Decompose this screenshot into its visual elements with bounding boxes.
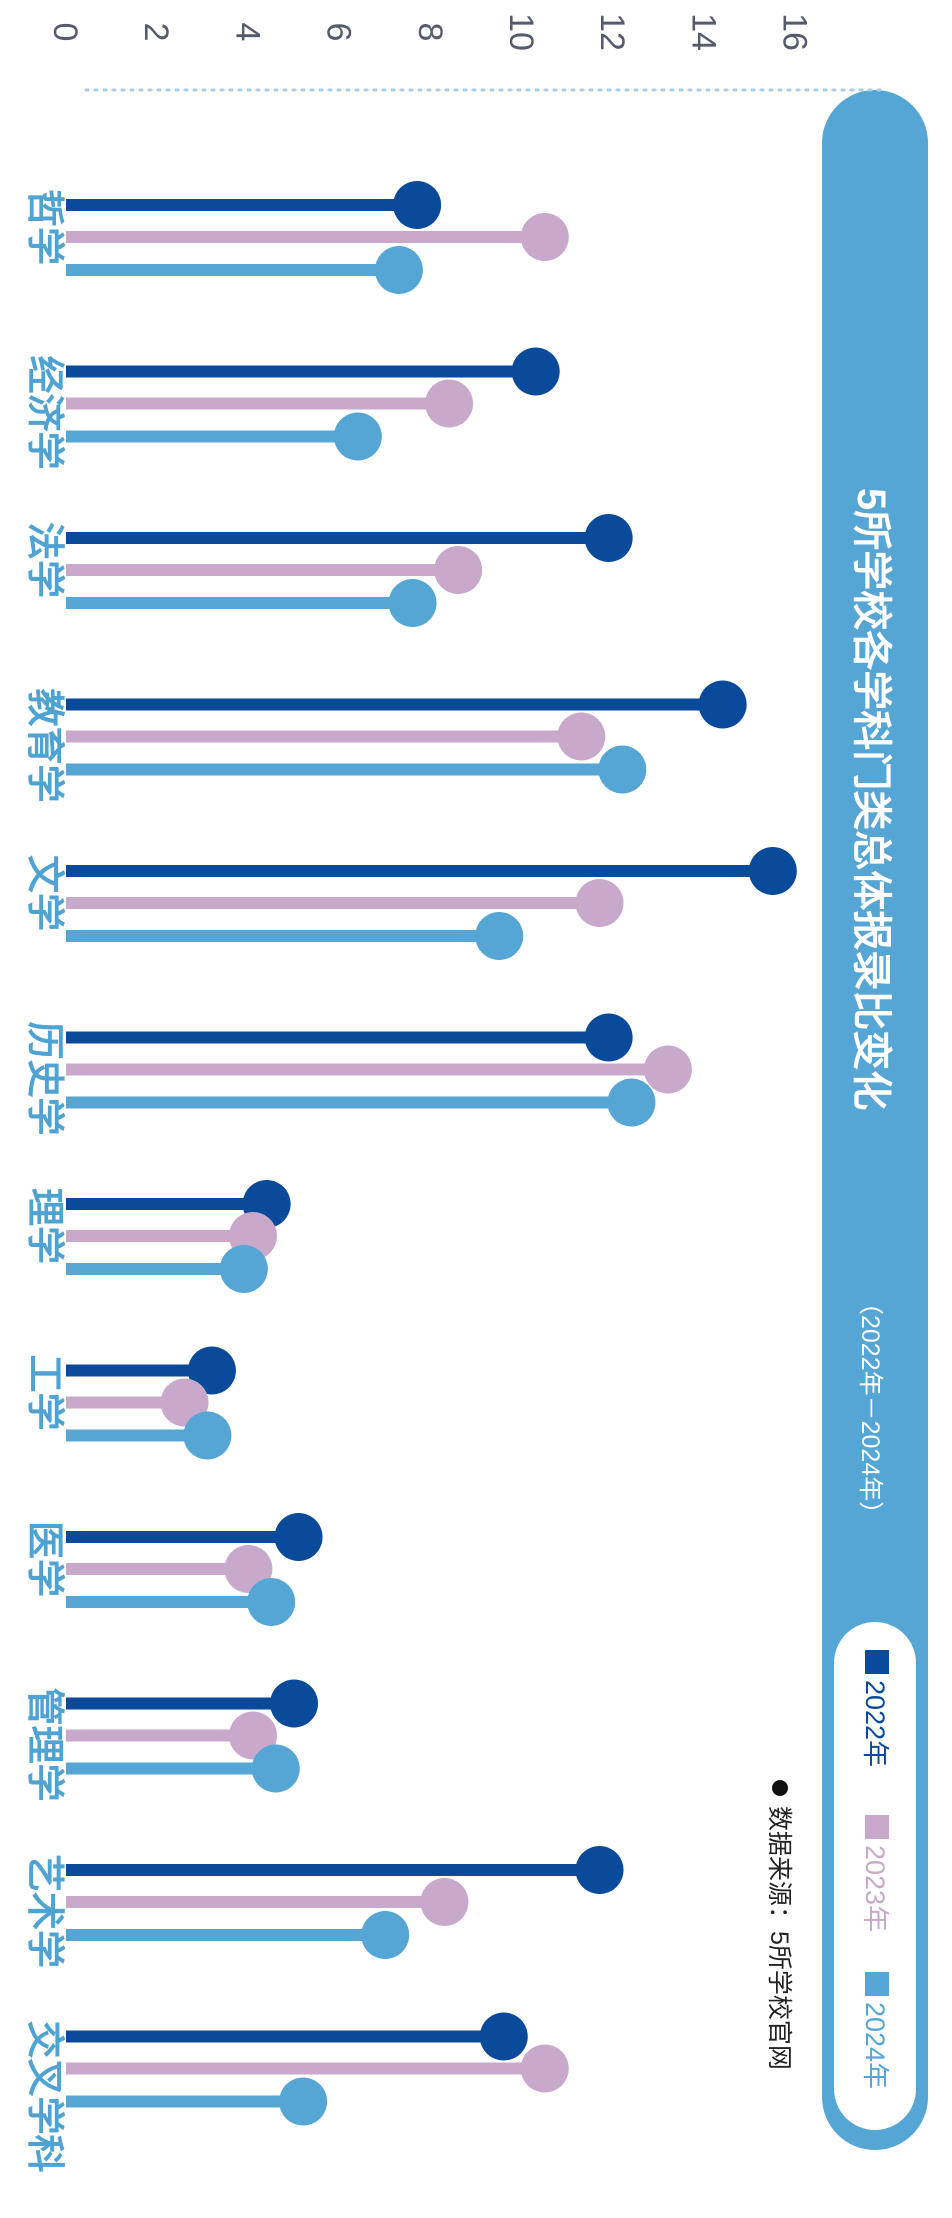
axis-tick-label: 4 bbox=[228, 23, 266, 42]
source-text: 数据来源：5所学校官网 bbox=[765, 1806, 793, 2070]
category-group bbox=[66, 1013, 692, 1127]
category-group bbox=[66, 2012, 569, 2126]
legend-label: 2023年 bbox=[860, 1845, 890, 1932]
category-group bbox=[66, 1513, 323, 1626]
lollipop-head bbox=[333, 412, 382, 461]
lollipop-head bbox=[575, 879, 624, 927]
chart-title: 5所学校各学科门类总体报录比变化 bbox=[849, 488, 893, 1110]
category-label: 理学 bbox=[23, 1188, 66, 1264]
category-label: 管理学 bbox=[23, 1688, 66, 1802]
lollipop-head bbox=[511, 347, 560, 396]
category-label: 法学 bbox=[23, 522, 66, 598]
lollipop-head bbox=[607, 1078, 656, 1127]
legend-pill bbox=[834, 1622, 916, 2130]
lollipop-head bbox=[520, 2044, 569, 2093]
lollipop-head bbox=[479, 2012, 528, 2061]
category-label: 艺术学 bbox=[23, 1854, 66, 1968]
lollipop-head bbox=[420, 1878, 469, 1926]
lollipop-head bbox=[183, 1411, 232, 1460]
legend-swatch bbox=[865, 1815, 889, 1839]
category-label: 工学 bbox=[23, 1355, 66, 1431]
lollipop-head bbox=[575, 1846, 624, 1894]
lollipop-head bbox=[393, 181, 442, 229]
legend-swatch bbox=[865, 1972, 889, 1996]
source-bullet-icon bbox=[772, 1780, 788, 1796]
lollipop-head bbox=[434, 546, 483, 594]
lollipop-head bbox=[187, 1346, 236, 1395]
category-group bbox=[66, 1180, 291, 1293]
category-group bbox=[66, 1679, 318, 1793]
category-label: 经济学 bbox=[23, 356, 66, 470]
axis-tick-label: 10 bbox=[502, 13, 540, 51]
lollipop-head bbox=[361, 1911, 410, 1959]
category-group bbox=[66, 181, 569, 294]
category-group bbox=[66, 847, 797, 960]
category-group bbox=[66, 1846, 624, 1959]
category-label: 历史学 bbox=[23, 1022, 66, 1136]
legend-label: 2022年 bbox=[860, 1680, 890, 1767]
axis-tick-label: 16 bbox=[776, 13, 814, 51]
lollipop-head bbox=[584, 514, 633, 562]
rotated-chart-group: 5所学校各学科门类总体报录比变化 （2022年－2024年） 0 2 4 6 8 10 12… bbox=[23, 13, 928, 2173]
lollipop-head bbox=[598, 745, 647, 794]
lollipop-head bbox=[251, 1744, 300, 1793]
category-label: 交叉学科 bbox=[23, 2021, 66, 2173]
lollipop-head bbox=[274, 1513, 323, 1561]
lollipop-head bbox=[520, 213, 569, 261]
legend: 2022年 2023年 2024年 bbox=[860, 1650, 890, 2089]
lollipop-head bbox=[557, 712, 606, 761]
lollipop-marks bbox=[66, 181, 797, 2126]
title-banner: 5所学校各学科门类总体报录比变化 （2022年－2024年） bbox=[822, 90, 928, 2150]
lollipop-head bbox=[388, 579, 437, 627]
category-label: 医学 bbox=[23, 1521, 66, 1597]
category-group bbox=[66, 680, 747, 794]
category-label: 哲学 bbox=[23, 189, 66, 265]
axis-tick-label: 14 bbox=[684, 13, 722, 51]
axis-tick-label: 8 bbox=[411, 23, 449, 42]
lollipop-head bbox=[247, 1578, 296, 1626]
legend-swatch bbox=[865, 1650, 889, 1674]
category-group bbox=[66, 347, 560, 461]
axis-tick-labels: 0 2 4 6 8 10 12 14 16 bbox=[46, 13, 814, 51]
category-label: 教育学 bbox=[23, 689, 66, 803]
lollipop-head bbox=[698, 680, 747, 729]
axis-tick-label: 0 bbox=[46, 23, 84, 42]
legend-label: 2024年 bbox=[860, 2002, 890, 2089]
axis-tick-label: 12 bbox=[593, 13, 631, 51]
lollipop-head bbox=[279, 2077, 328, 2126]
lollipop-head bbox=[748, 847, 797, 895]
category-group bbox=[66, 514, 633, 627]
lollipop-head bbox=[425, 379, 474, 428]
lollipop-head bbox=[374, 246, 423, 294]
axis-tick-label: 6 bbox=[320, 23, 358, 42]
lollipop-head bbox=[219, 1245, 268, 1293]
axis-tick-label: 2 bbox=[137, 23, 175, 42]
data-source-note: 数据来源：5所学校官网 bbox=[765, 1780, 793, 2070]
chart-subtitle: （2022年－2024年） bbox=[856, 1290, 884, 1526]
lollipop-head bbox=[584, 1013, 633, 1062]
category-group bbox=[66, 1346, 236, 1460]
lollipop-head bbox=[270, 1679, 318, 1728]
lollipop-head bbox=[643, 1045, 692, 1094]
category-label: 文学 bbox=[23, 855, 66, 931]
lollipop-head bbox=[475, 912, 524, 960]
